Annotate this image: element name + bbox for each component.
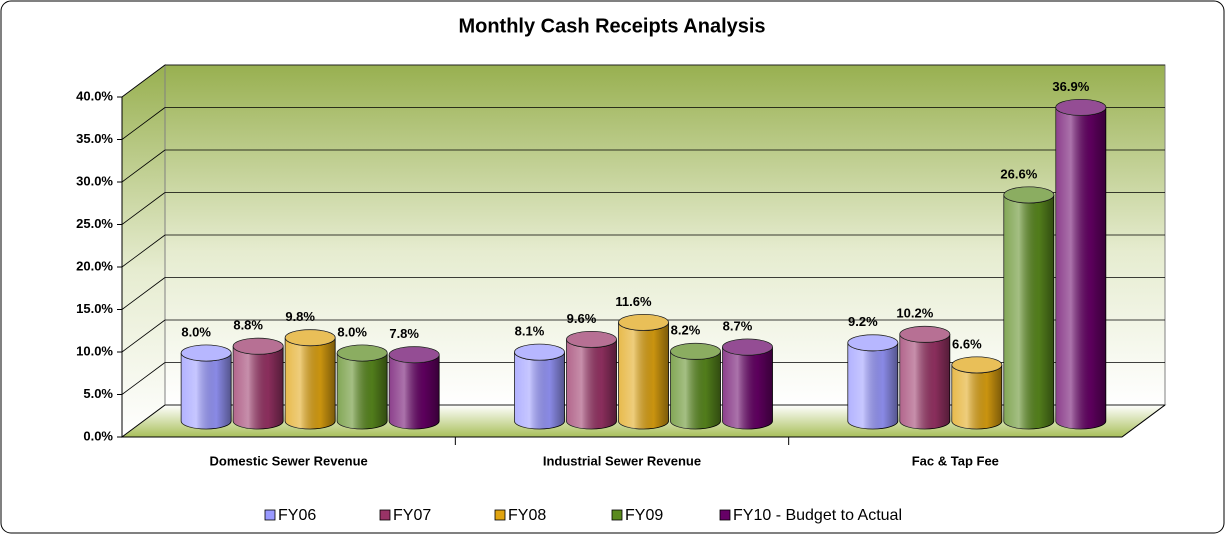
- cylinder-shade: [951, 364, 1002, 429]
- value-label: 9.6%: [567, 311, 597, 326]
- grid-line: [121, 107, 166, 140]
- cylinder-top: [514, 343, 565, 361]
- grid-line: [121, 277, 166, 310]
- cylinder-top: [847, 334, 899, 352]
- value-label: 8.1%: [515, 324, 545, 339]
- value-label: 36.9%: [1052, 79, 1089, 94]
- grid-line: [121, 404, 166, 438]
- cylinder-top-light: [847, 334, 898, 351]
- legend-label: FY10 - Budget to Actual: [733, 507, 902, 524]
- legend: FY06 FY07 FY08 FY09 FY10 - Budget to Actual: [264, 507, 902, 524]
- cylinder-shade: [899, 334, 950, 429]
- legend-swatch: [719, 509, 731, 521]
- cylinder-top: [1055, 98, 1107, 116]
- grid-line: [121, 319, 166, 353]
- cylinder-top: [618, 313, 669, 331]
- value-label: 7.8%: [389, 326, 419, 341]
- cylinder-shade: [670, 351, 721, 429]
- y-tick-label: 15.0%: [76, 301, 113, 316]
- grid-line: [121, 362, 166, 395]
- x-tick-label: Domestic Sewer Revenue: [210, 453, 368, 468]
- value-label: 10.2%: [896, 306, 933, 321]
- value-label: 8.8%: [233, 318, 263, 333]
- value-label: 8.2%: [671, 323, 701, 338]
- cylinder-top-light: [514, 344, 565, 361]
- y-tick-label: 30.0%: [76, 173, 113, 188]
- value-label: 8.0%: [337, 324, 367, 339]
- floor-edge: [1121, 404, 1166, 438]
- cylinder-top: [284, 329, 336, 347]
- cylinder-top-light: [1003, 186, 1054, 203]
- grid-line: [121, 192, 166, 225]
- cylinder-shade: [181, 353, 232, 429]
- cylinder-top: [388, 346, 440, 364]
- cylinder-shade: [618, 322, 669, 429]
- cylinder-top: [670, 342, 721, 360]
- chart-title: Monthly Cash Receipts Analysis: [458, 15, 765, 37]
- cylinder-top: [951, 356, 1003, 374]
- y-tick-label: 20.0%: [76, 258, 113, 273]
- cylinder-top-light: [1055, 99, 1106, 116]
- cylinder-top-light: [722, 339, 773, 356]
- cylinder-top: [180, 344, 232, 362]
- legend-label: FY08: [508, 507, 546, 524]
- legend-label: FY09: [625, 507, 663, 524]
- cylinder-top-light: [618, 314, 669, 331]
- cylinder-top-light: [233, 338, 284, 355]
- cylinder-shade: [337, 353, 388, 429]
- value-label: 26.6%: [1000, 166, 1037, 181]
- value-label: 6.6%: [952, 336, 982, 351]
- cylinder-shade: [1055, 107, 1106, 429]
- value-label: 8.0%: [181, 324, 211, 339]
- x-tick-label: Industrial Sewer Revenue: [543, 453, 701, 468]
- cylinder-shade: [514, 352, 565, 429]
- legend-swatch: [379, 509, 391, 521]
- value-label: 9.8%: [285, 309, 315, 324]
- y-tick-label: 5.0%: [83, 386, 113, 401]
- cylinder-top-light: [899, 326, 950, 343]
- labels: 0.0% 5.0% 10.0% 15.0% 20.0% 25.0% 30.0% 35.0% 40…: [76, 79, 1090, 469]
- y-tick-label: 35.0%: [76, 131, 113, 146]
- y-tick-label: 40.0%: [76, 88, 113, 103]
- value-label: 8.7%: [723, 318, 753, 333]
- cylinder-top-light: [181, 345, 232, 361]
- cylinder-top: [232, 337, 284, 355]
- y-tick-label: 0.0%: [83, 428, 113, 443]
- value-label: 9.2%: [848, 314, 878, 329]
- cylinder-top-light: [389, 346, 440, 363]
- cylinder-top-light: [951, 356, 1002, 373]
- cylinder-shade: [285, 337, 336, 429]
- cylinder-top-light: [566, 331, 617, 348]
- legend-swatch: [264, 509, 276, 521]
- bars: [180, 98, 1107, 430]
- grid-line: [121, 149, 166, 183]
- cylinder-shade: [1003, 194, 1054, 430]
- legend-label: FY07: [393, 507, 431, 524]
- cylinder-top: [566, 330, 617, 348]
- y-tick-label: 10.0%: [76, 343, 113, 358]
- cylinder-top: [899, 325, 951, 343]
- cylinder-shade: [389, 354, 440, 429]
- cylinder-shade: [233, 346, 284, 429]
- legend-swatch: [611, 509, 623, 521]
- legend-label: FY06: [278, 507, 316, 524]
- cylinder-top: [1003, 186, 1055, 204]
- cylinder-top-light: [285, 329, 336, 346]
- legend-swatch: [494, 509, 506, 521]
- grid-line: [121, 64, 166, 98]
- cylinder-top: [336, 344, 388, 362]
- y-tick-label: 25.0%: [76, 216, 113, 231]
- x-tick-label: Fac & Tap Fee: [912, 453, 999, 468]
- grid-line: [121, 234, 166, 268]
- cylinder-top-light: [670, 343, 721, 360]
- cylinder-top-light: [337, 345, 388, 361]
- cylinder-top: [722, 338, 773, 356]
- value-label: 11.6%: [615, 294, 652, 309]
- cylinder-shade: [566, 339, 617, 429]
- cylinder-shade: [847, 342, 898, 429]
- cylinder-shade: [722, 347, 773, 429]
